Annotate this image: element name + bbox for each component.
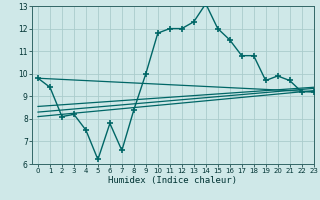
X-axis label: Humidex (Indice chaleur): Humidex (Indice chaleur) (108, 176, 237, 185)
